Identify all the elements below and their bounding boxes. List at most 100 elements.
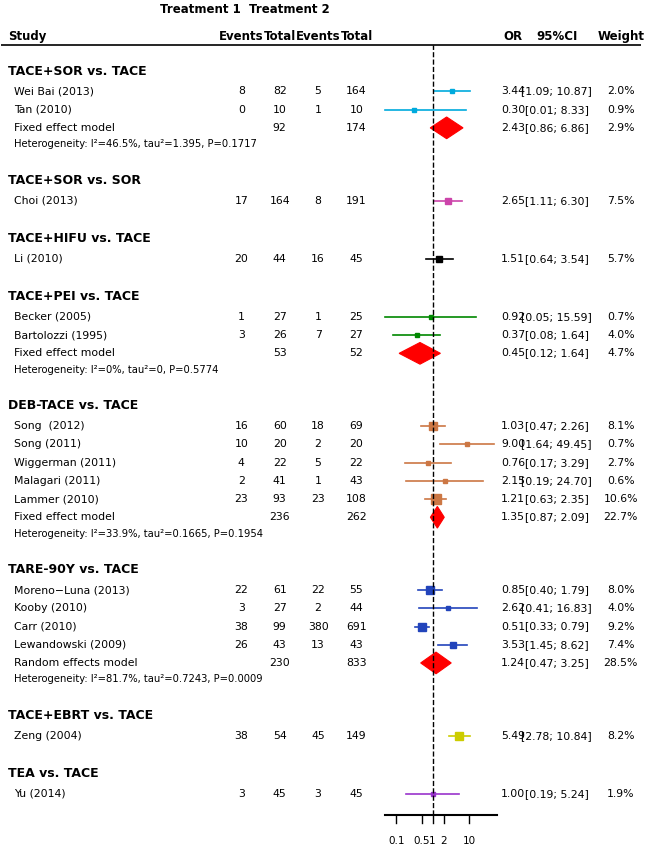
Text: 2: 2 <box>315 603 322 613</box>
Text: 9.2%: 9.2% <box>607 622 634 632</box>
Text: 108: 108 <box>346 494 367 504</box>
Text: Treatment 1  Treatment 2: Treatment 1 Treatment 2 <box>160 3 330 16</box>
Text: 28.5%: 28.5% <box>604 658 638 668</box>
Text: 22.7%: 22.7% <box>604 512 638 523</box>
Text: 2.62: 2.62 <box>501 603 525 613</box>
Text: 2.15: 2.15 <box>501 476 525 486</box>
Text: 3: 3 <box>315 789 322 799</box>
Text: 2: 2 <box>440 835 447 845</box>
Text: TACE+HIFU vs. TACE: TACE+HIFU vs. TACE <box>8 232 151 245</box>
Text: Li (2010): Li (2010) <box>14 254 63 263</box>
Text: Wiggerman (2011): Wiggerman (2011) <box>14 457 116 468</box>
Text: 22: 22 <box>350 457 363 468</box>
Text: 8.2%: 8.2% <box>607 731 634 741</box>
Text: Fixed effect model: Fixed effect model <box>14 512 115 523</box>
Text: 3: 3 <box>238 603 245 613</box>
Text: 7.4%: 7.4% <box>607 639 634 650</box>
Text: Fixed effect model: Fixed effect model <box>14 348 115 358</box>
Text: Carr (2010): Carr (2010) <box>14 622 77 632</box>
Polygon shape <box>399 342 441 364</box>
Text: 0.85: 0.85 <box>501 585 525 595</box>
Text: 833: 833 <box>346 658 367 668</box>
Text: 82: 82 <box>273 86 287 97</box>
Text: 26: 26 <box>273 330 287 340</box>
Text: Events: Events <box>296 30 341 43</box>
Text: [0.64; 3.54]: [0.64; 3.54] <box>525 254 589 263</box>
Text: 45: 45 <box>311 731 325 741</box>
Text: 0.7%: 0.7% <box>607 440 634 450</box>
Text: 10: 10 <box>235 440 248 450</box>
Text: 44: 44 <box>273 254 287 263</box>
Text: 10: 10 <box>462 835 476 845</box>
Text: [0.19; 24.70]: [0.19; 24.70] <box>521 476 592 486</box>
Text: 10.6%: 10.6% <box>603 494 638 504</box>
Text: TACE+SOR vs. TACE: TACE+SOR vs. TACE <box>8 64 146 78</box>
Text: 38: 38 <box>235 622 248 632</box>
Text: 0: 0 <box>238 105 245 114</box>
Text: 174: 174 <box>346 123 367 133</box>
Text: [0.86; 6.86]: [0.86; 6.86] <box>525 123 589 133</box>
Text: 25: 25 <box>350 312 363 322</box>
Text: Tan (2010): Tan (2010) <box>14 105 72 114</box>
Text: 61: 61 <box>273 585 287 595</box>
Text: [0.33; 0.79]: [0.33; 0.79] <box>525 622 589 632</box>
Text: 262: 262 <box>346 512 367 523</box>
Text: 16: 16 <box>311 254 325 263</box>
Text: OR: OR <box>504 30 523 43</box>
Text: TACE+PEI vs. TACE: TACE+PEI vs. TACE <box>8 290 139 303</box>
Text: 3: 3 <box>238 789 245 799</box>
Text: Malagari (2011): Malagari (2011) <box>14 476 101 486</box>
Text: 92: 92 <box>273 123 287 133</box>
Text: 1.21: 1.21 <box>501 494 525 504</box>
Text: 1.24: 1.24 <box>501 658 525 668</box>
Text: [0.08; 1.64]: [0.08; 1.64] <box>525 330 589 340</box>
Text: 55: 55 <box>350 585 363 595</box>
Text: 53: 53 <box>273 348 287 358</box>
Text: TACE+EBRT vs. TACE: TACE+EBRT vs. TACE <box>8 709 153 722</box>
Text: [1.09; 10.87]: [1.09; 10.87] <box>521 86 592 97</box>
Text: Lammer (2010): Lammer (2010) <box>14 494 99 504</box>
Text: 0.30: 0.30 <box>501 105 525 114</box>
Text: 1: 1 <box>315 105 322 114</box>
Text: [1.11; 6.30]: [1.11; 6.30] <box>525 196 589 206</box>
Text: Song  (2012): Song (2012) <box>14 421 84 431</box>
Text: 43: 43 <box>350 639 363 650</box>
Text: 4.0%: 4.0% <box>607 603 634 613</box>
Text: 8.0%: 8.0% <box>607 585 634 595</box>
Text: 27: 27 <box>273 312 287 322</box>
Text: 691: 691 <box>346 622 367 632</box>
Text: 22: 22 <box>273 457 287 468</box>
Text: 99: 99 <box>273 622 287 632</box>
Text: 0.6%: 0.6% <box>607 476 634 486</box>
Text: 4: 4 <box>238 457 245 468</box>
Text: [0.05; 15.59]: [0.05; 15.59] <box>521 312 592 322</box>
Text: 0.7%: 0.7% <box>607 312 634 322</box>
Text: Lewandowski (2009): Lewandowski (2009) <box>14 639 127 650</box>
Text: DEB-TACE vs. TACE: DEB-TACE vs. TACE <box>8 399 138 412</box>
Text: 20: 20 <box>235 254 248 263</box>
Text: 0.45: 0.45 <box>501 348 525 358</box>
Text: 164: 164 <box>269 196 290 206</box>
Text: 164: 164 <box>346 86 367 97</box>
Text: 18: 18 <box>311 421 325 431</box>
Text: Kooby (2010): Kooby (2010) <box>14 603 87 613</box>
Text: 1.9%: 1.9% <box>607 789 634 799</box>
Text: 5: 5 <box>315 86 322 97</box>
Text: Weight: Weight <box>597 30 644 43</box>
Text: 1: 1 <box>429 835 436 845</box>
Text: Events: Events <box>219 30 264 43</box>
Text: 0.37: 0.37 <box>501 330 525 340</box>
Text: 45: 45 <box>350 254 363 263</box>
Text: 3.44: 3.44 <box>501 86 525 97</box>
Polygon shape <box>430 507 444 528</box>
Text: 16: 16 <box>235 421 248 431</box>
Text: 5.49: 5.49 <box>501 731 525 741</box>
Polygon shape <box>421 652 451 674</box>
Text: 3: 3 <box>238 330 245 340</box>
Text: [1.64; 49.45]: [1.64; 49.45] <box>521 440 592 450</box>
Text: TACE+SOR vs. SOR: TACE+SOR vs. SOR <box>8 174 141 187</box>
Text: 7.5%: 7.5% <box>607 196 634 206</box>
Text: 8: 8 <box>238 86 245 97</box>
Text: [0.47; 2.26]: [0.47; 2.26] <box>525 421 589 431</box>
Text: [2.78; 10.84]: [2.78; 10.84] <box>521 731 592 741</box>
